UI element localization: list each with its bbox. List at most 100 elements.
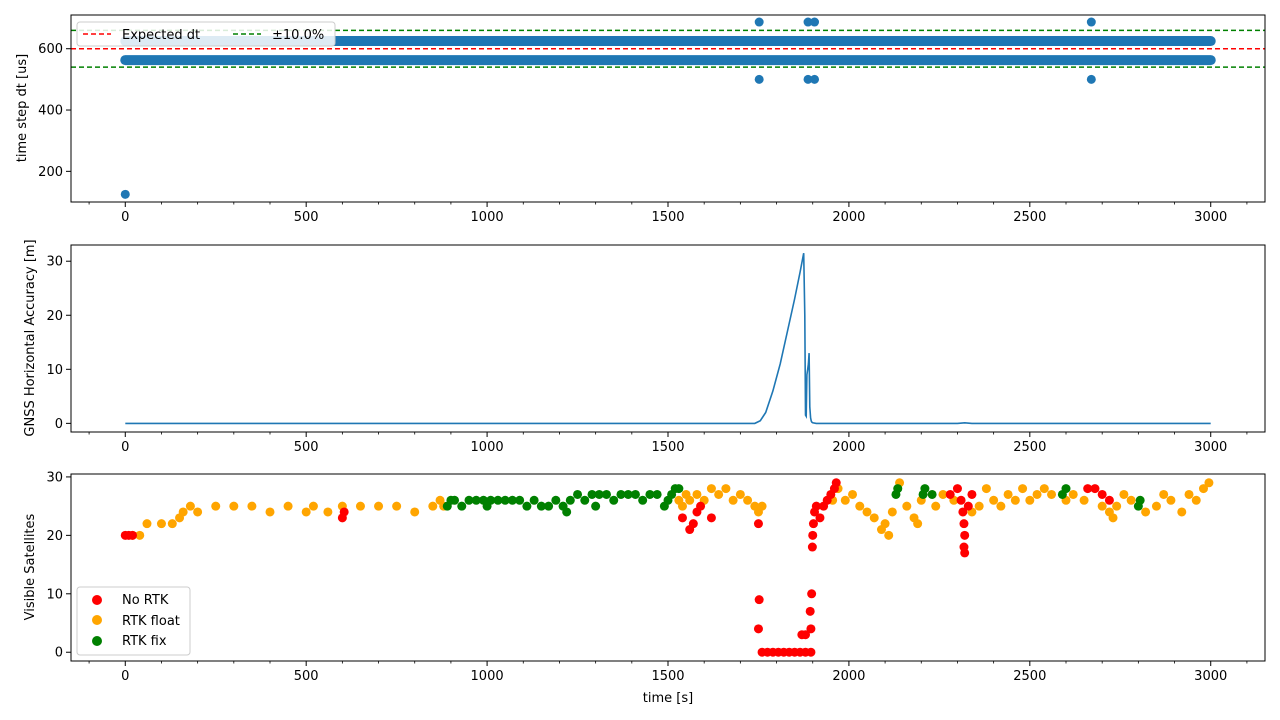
rtk-float-point [1151, 501, 1161, 511]
no-rtk-point [1090, 484, 1100, 494]
rtk-float-point [355, 501, 365, 511]
x-tick-label: 1500 [651, 669, 684, 684]
rtk-float-point [1141, 507, 1151, 517]
x-tick-label: 2000 [832, 210, 865, 225]
legend-expected-dt-label: Expected dt [122, 28, 200, 43]
rtk-fix-point [645, 489, 655, 499]
no-rtk-point [960, 530, 970, 540]
x-tick-label: 1500 [651, 440, 684, 455]
rtk-fix-point [544, 501, 554, 511]
rtk-float-point [880, 519, 890, 529]
no-rtk-point [956, 495, 966, 505]
no-rtk-point [958, 507, 968, 517]
rtk-fix-point [893, 484, 903, 494]
rtk-float-point [1112, 501, 1122, 511]
time-step-axes: 0 500 1000 1500 2000 2500 3000 200 400 600 time s… [15, 14, 1266, 225]
rtk-fix-point [927, 489, 937, 499]
rtk-float-point [735, 489, 745, 499]
no-rtk-point [128, 530, 138, 540]
rtk-float-point [685, 495, 695, 505]
y-tick-label: 30 [46, 255, 63, 270]
x-tick-label: 2500 [1013, 210, 1046, 225]
gnss-accuracy-axes: 0 500 1000 1500 2000 2500 3000 0 10 20 30 GNSS Hor… [23, 239, 1266, 455]
no-rtk-point [959, 519, 969, 529]
no-rtk-point [339, 507, 349, 517]
no-rtk-point [754, 595, 764, 605]
rtk-fix-point [529, 495, 539, 505]
gnss-accuracy-plot-area [71, 245, 1265, 432]
rtk-fix-point [623, 489, 633, 499]
rtk-float-point [884, 530, 894, 540]
x-tick-label: 0 [121, 210, 129, 225]
no-rtk-point [753, 624, 763, 634]
no-rtk-point [806, 624, 816, 634]
rtk-fix-point [457, 501, 467, 511]
no-rtk-point [806, 647, 816, 657]
no-rtk-point [1083, 484, 1093, 494]
rtk-float-point [185, 501, 195, 511]
no-rtk-point [1104, 495, 1114, 505]
rtk-float-point [931, 501, 941, 511]
legend-no-rtk-swatch [92, 595, 102, 605]
x-tick-label: 1500 [651, 210, 684, 225]
rtk-fix-point [580, 495, 590, 505]
no-rtk-point [831, 478, 841, 488]
rtk-fix-point [594, 489, 604, 499]
no-rtk-point [753, 519, 763, 529]
rtk-float-point [392, 501, 402, 511]
gnss-accuracy-ticks: 0 500 1000 1500 2000 2500 3000 0 10 20 30 [46, 255, 1248, 455]
y-tick-label: 30 [46, 470, 63, 485]
rtk-float-point [938, 489, 948, 499]
rtk-float-point [1032, 489, 1042, 499]
rtk-float-point [743, 495, 753, 505]
rtk-fix-point [630, 489, 640, 499]
x-tick-label: 3000 [1194, 440, 1227, 455]
y-tick-label: 20 [46, 309, 63, 324]
rtk-float-point [229, 501, 239, 511]
rtk-float-point [1010, 495, 1020, 505]
x-tick-label: 3000 [1194, 669, 1227, 684]
rtk-fix-point [1135, 495, 1145, 505]
no-rtk-point [677, 513, 687, 523]
rtk-float-point [1097, 501, 1107, 511]
rtk-float-point [1159, 489, 1169, 499]
rtk-float-point [142, 519, 152, 529]
rtk-float-point [167, 519, 177, 529]
rtk-float-point [887, 507, 897, 517]
rtk-float-point [1039, 484, 1049, 494]
dt-outlier-point [1086, 74, 1096, 84]
no-rtk-point [805, 606, 815, 616]
rtk-fix-point [674, 484, 684, 494]
rtk-float-point [247, 501, 257, 511]
no-rtk-point [807, 542, 817, 552]
rtk-fix-point [1061, 484, 1071, 494]
rtk-float-point [410, 507, 420, 517]
gnss-accuracy-ylabel: GNSS Horizontal Accuracy [m] [23, 239, 38, 436]
rtk-float-point [211, 501, 221, 511]
dt-outlier-point [803, 17, 813, 27]
rtk-float-point [1119, 489, 1129, 499]
rtk-fix-point [486, 495, 496, 505]
time-xlabel: time [s] [643, 691, 693, 706]
rtk-float-point [1198, 484, 1208, 494]
legend-box [76, 586, 191, 656]
rtk-float-point [840, 495, 850, 505]
rtk-fix-point [562, 507, 572, 517]
rtk-float-point [1184, 489, 1194, 499]
rtk-fix-point [587, 489, 597, 499]
dt-outlier-point [754, 74, 764, 84]
satellites-legend: No RTK RTK float RTK fix [76, 586, 191, 656]
rtk-float-point [1166, 495, 1176, 505]
x-tick-label: 2000 [832, 440, 865, 455]
rtk-float-point [1108, 513, 1118, 523]
legend-rtk-fix-swatch [92, 636, 102, 646]
y-tick-label: 600 [38, 42, 63, 57]
legend-rtk-fix-label: RTK fix [122, 634, 167, 649]
dt-outlier-point [754, 17, 764, 27]
time-step-plot-layer [71, 17, 1265, 199]
satellites-ticks: 0 500 1000 1500 2000 2500 3000 0 10 20 30 [46, 470, 1248, 684]
rtk-float-point [721, 484, 731, 494]
dt-band-563 [120, 55, 1216, 66]
time-step-legend: Expected dt ±10.0% [76, 21, 336, 47]
